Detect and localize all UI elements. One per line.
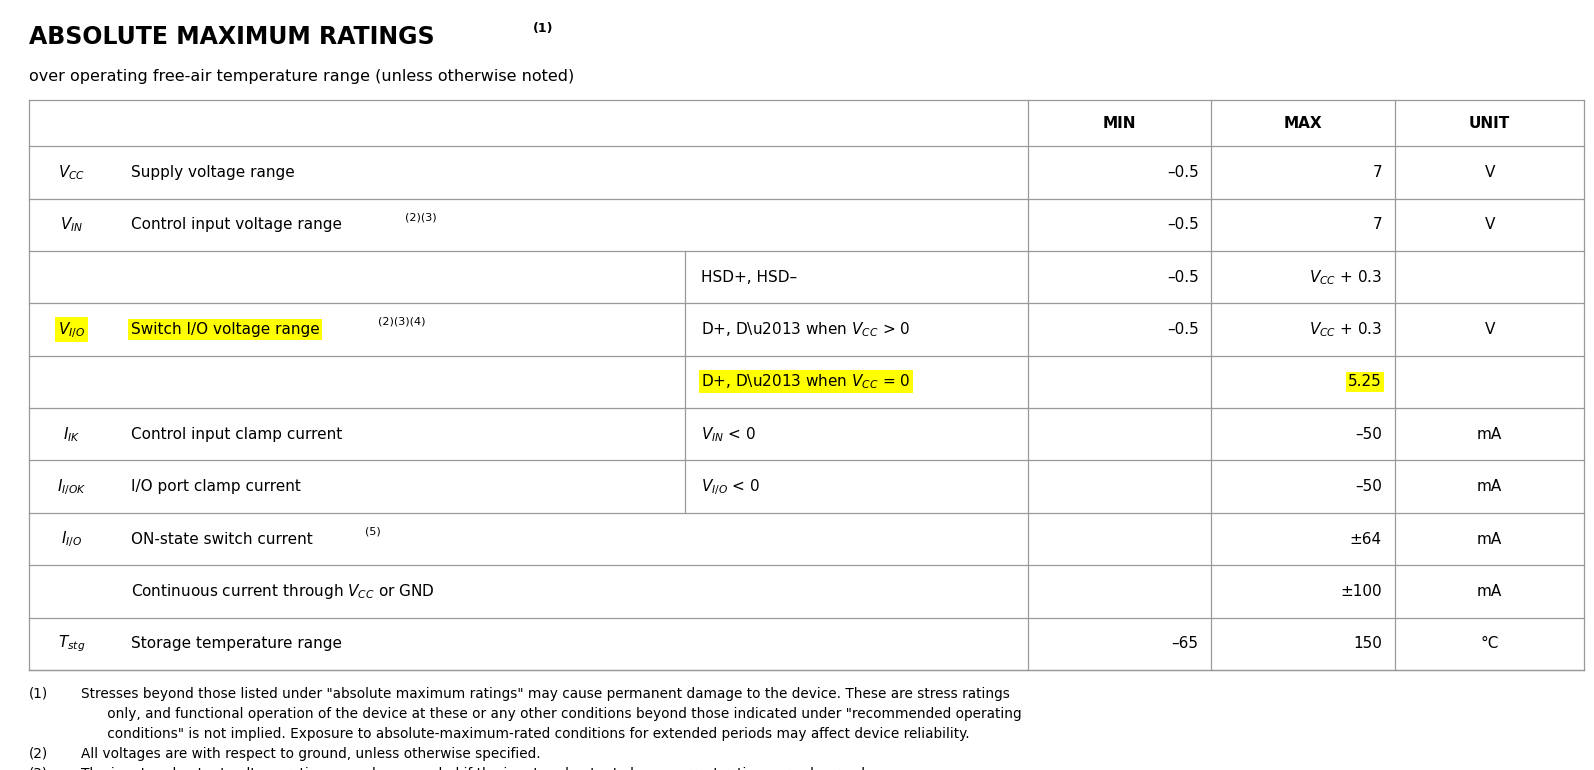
Text: Control input voltage range: Control input voltage range [131, 217, 341, 233]
Text: 7: 7 [1372, 165, 1382, 180]
Text: over operating free-air temperature range (unless otherwise noted): over operating free-air temperature rang… [29, 69, 574, 84]
Text: MIN: MIN [1103, 116, 1137, 131]
Text: V: V [1484, 217, 1495, 233]
Text: The input and output voltage ratings may be exceeded if the input and output cla: The input and output voltage ratings may… [81, 767, 870, 770]
Text: Control input clamp current: Control input clamp current [131, 427, 343, 442]
Text: Continuous current through $V_{CC}$ or GND: Continuous current through $V_{CC}$ or G… [131, 582, 434, 601]
Text: $V_{CC}$ + 0.3: $V_{CC}$ + 0.3 [1309, 320, 1382, 339]
Text: –0.5: –0.5 [1167, 217, 1199, 233]
Text: 150: 150 [1353, 636, 1382, 651]
Text: V: V [1484, 322, 1495, 337]
Text: $I_{I/O}$: $I_{I/O}$ [61, 529, 83, 549]
Text: 5.25: 5.25 [1349, 374, 1382, 390]
Text: $I_{IK}$: $I_{IK}$ [64, 425, 80, 444]
Text: $I_{I/OK}$: $I_{I/OK}$ [57, 477, 86, 497]
Text: mA: mA [1478, 427, 1502, 442]
Text: mA: mA [1478, 479, 1502, 494]
Text: –50: –50 [1355, 479, 1382, 494]
Text: only, and functional operation of the device at these or any other conditions be: only, and functional operation of the de… [81, 707, 1022, 721]
Text: $V_{I/O}$ < 0: $V_{I/O}$ < 0 [701, 477, 760, 497]
Text: –0.5: –0.5 [1167, 270, 1199, 285]
Text: (2)(3): (2)(3) [405, 213, 437, 222]
Text: ±64: ±64 [1350, 531, 1382, 547]
Text: –0.5: –0.5 [1167, 322, 1199, 337]
Text: $V_{CC}$: $V_{CC}$ [57, 163, 86, 182]
Text: D+, D\u2013 when $V_{CC}$ > 0: D+, D\u2013 when $V_{CC}$ > 0 [701, 320, 910, 339]
Text: Switch I/O voltage range: Switch I/O voltage range [131, 322, 319, 337]
Text: ON-state switch current: ON-state switch current [131, 531, 312, 547]
Text: (1): (1) [29, 687, 48, 701]
Text: –65: –65 [1172, 636, 1199, 651]
Text: Stresses beyond those listed under "absolute maximum ratings" may cause permanen: Stresses beyond those listed under "abso… [81, 687, 1011, 701]
Text: (2)(3)(4): (2)(3)(4) [378, 317, 426, 326]
Text: mA: mA [1478, 531, 1502, 547]
Text: (3): (3) [29, 767, 48, 770]
Text: D+, D\u2013 when $V_{CC}$ = 0: D+, D\u2013 when $V_{CC}$ = 0 [701, 373, 910, 391]
Text: –0.5: –0.5 [1167, 165, 1199, 180]
Text: I/O port clamp current: I/O port clamp current [131, 479, 301, 494]
Text: –50: –50 [1355, 427, 1382, 442]
Text: ABSOLUTE MAXIMUM RATINGS: ABSOLUTE MAXIMUM RATINGS [29, 25, 434, 49]
Text: $V_{I/O}$: $V_{I/O}$ [57, 320, 86, 340]
Text: All voltages are with respect to ground, unless otherwise specified.: All voltages are with respect to ground,… [81, 747, 540, 761]
Text: V: V [1484, 165, 1495, 180]
Text: Storage temperature range: Storage temperature range [131, 636, 341, 651]
Text: 7: 7 [1372, 217, 1382, 233]
Text: $T_{stg}$: $T_{stg}$ [57, 634, 86, 654]
Text: mA: mA [1478, 584, 1502, 599]
Text: (1): (1) [532, 22, 553, 35]
Text: ±100: ±100 [1341, 584, 1382, 599]
Text: (2): (2) [29, 747, 48, 761]
Text: $V_{CC}$ + 0.3: $V_{CC}$ + 0.3 [1309, 268, 1382, 286]
Text: $V_{IN}$: $V_{IN}$ [61, 216, 83, 234]
Text: (5): (5) [365, 527, 381, 536]
Text: HSD+, HSD–: HSD+, HSD– [701, 270, 797, 285]
Text: °C: °C [1481, 636, 1498, 651]
Text: UNIT: UNIT [1470, 116, 1510, 131]
Text: Supply voltage range: Supply voltage range [131, 165, 295, 180]
Text: MAX: MAX [1283, 116, 1323, 131]
Text: conditions" is not implied. Exposure to absolute-maximum-rated conditions for ex: conditions" is not implied. Exposure to … [81, 727, 969, 741]
Text: $V_{IN}$ < 0: $V_{IN}$ < 0 [701, 425, 757, 444]
